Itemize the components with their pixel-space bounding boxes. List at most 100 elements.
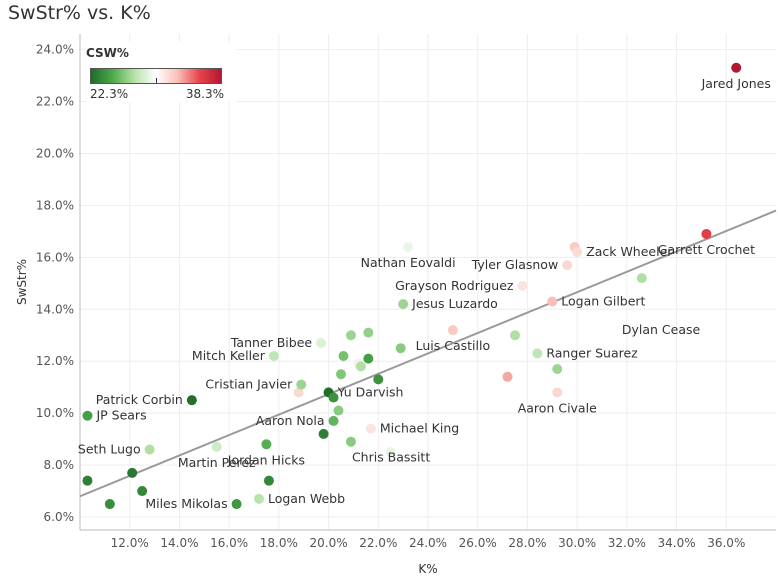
- point-label: Zack Wheeler: [586, 244, 673, 259]
- data-point[interactable]: [345, 436, 356, 447]
- point-label: Ranger Suarez: [546, 345, 638, 360]
- data-point[interactable]: [328, 392, 339, 403]
- x-tick-label: 20.0%: [310, 536, 348, 550]
- point-label: Yu Darvish: [337, 384, 404, 399]
- point-label: Michael King: [380, 421, 459, 436]
- point-label: Tanner Bibee: [230, 335, 313, 350]
- data-point[interactable]: [502, 371, 513, 382]
- y-tick-label: 24.0%: [36, 43, 74, 57]
- data-point[interactable]: [636, 273, 647, 284]
- data-point[interactable]: [318, 428, 329, 439]
- data-point[interactable]: [547, 296, 558, 307]
- x-tick-label: 28.0%: [508, 536, 546, 550]
- data-point[interactable]: [562, 260, 573, 271]
- data-point[interactable]: [338, 351, 349, 362]
- x-tick-label: 16.0%: [210, 536, 248, 550]
- data-point[interactable]: [363, 353, 374, 364]
- y-tick-label: 8.0%: [44, 458, 75, 472]
- chart-title: SwStr% vs. K%: [8, 2, 151, 24]
- point-label: Jesus Luzardo: [411, 296, 498, 311]
- data-point[interactable]: [316, 338, 327, 349]
- data-point[interactable]: [731, 62, 742, 73]
- x-tick-label: 22.0%: [359, 536, 397, 550]
- data-point[interactable]: [82, 475, 93, 486]
- x-tick-labels: 12.0% 14.0% 16.0% 18.0% 20.0% 22.0% 24.0% 26.0%…: [111, 536, 746, 550]
- point-label: Patrick Corbin: [96, 392, 183, 407]
- data-point[interactable]: [333, 405, 344, 416]
- point-labels: JP Sears Seth Lugo Patrick Corbin Martin Pe…: [78, 76, 771, 511]
- point-label: Logan Webb: [268, 491, 345, 506]
- point-label: Logan Gilbert: [561, 293, 645, 308]
- legend-midpoint-tick: [156, 78, 157, 83]
- data-point[interactable]: [137, 486, 148, 497]
- data-point[interactable]: [144, 444, 155, 455]
- data-point[interactable]: [395, 343, 406, 354]
- data-point[interactable]: [363, 327, 374, 338]
- y-axis-label: SwStr%: [15, 259, 29, 305]
- x-tick-label: 14.0%: [160, 536, 198, 550]
- data-point[interactable]: [345, 330, 356, 341]
- x-tick-label: 34.0%: [658, 536, 696, 550]
- data-point[interactable]: [398, 299, 409, 310]
- point-label: Luis Castillo: [416, 338, 491, 353]
- data-point[interactable]: [572, 247, 583, 258]
- data-point[interactable]: [263, 475, 274, 486]
- data-point[interactable]: [336, 369, 346, 380]
- data-point[interactable]: [261, 439, 272, 450]
- data-point[interactable]: [701, 228, 712, 239]
- legend-max-label: 38.3%: [185, 87, 224, 101]
- legend-gradient-bar: [90, 68, 222, 84]
- data-point[interactable]: [532, 348, 543, 359]
- data-point[interactable]: [510, 330, 520, 341]
- x-tick-label: 12.0%: [111, 536, 149, 550]
- data-point[interactable]: [552, 387, 563, 398]
- data-point[interactable]: [296, 379, 307, 390]
- y-tick-labels: 6.0% 8.0% 10.0% 12.0% 14.0% 16.0% 18.0% 20.0% 22…: [36, 43, 74, 524]
- x-axis-label: K%: [418, 562, 437, 576]
- x-tick-label: 30.0%: [558, 536, 596, 550]
- data-point[interactable]: [127, 467, 138, 478]
- data-point[interactable]: [186, 395, 197, 406]
- data-point[interactable]: [211, 441, 222, 452]
- data-point[interactable]: [268, 351, 279, 362]
- data-points: [82, 62, 742, 510]
- data-point[interactable]: [253, 493, 264, 504]
- y-tick-label: 22.0%: [36, 95, 74, 109]
- y-tick-label: 16.0%: [36, 250, 74, 264]
- x-tick-label: 26.0%: [459, 536, 497, 550]
- data-point[interactable]: [447, 325, 458, 336]
- color-legend[interactable]: CSW% 22.3% 38.3%: [86, 42, 236, 102]
- point-label: Garrett Crochet: [658, 242, 755, 257]
- point-label: Nathan Eovaldi: [361, 255, 456, 270]
- annotation-label: Dylan Cease: [622, 322, 701, 337]
- data-point[interactable]: [403, 241, 414, 252]
- point-label: Jordan Hicks: [227, 452, 305, 467]
- y-tick-label: 12.0%: [36, 354, 74, 368]
- data-point[interactable]: [328, 415, 339, 426]
- x-tick-label: 36.0%: [707, 536, 745, 550]
- data-point[interactable]: [552, 363, 563, 374]
- point-label: Martin Perez: [178, 455, 256, 470]
- point-label: Tyler Glasnow: [471, 257, 559, 272]
- point-label: Seth Lugo: [78, 441, 141, 456]
- x-tick-label: 18.0%: [260, 536, 298, 550]
- point-label: Chris Bassitt: [352, 450, 430, 465]
- y-tick-label: 20.0%: [36, 146, 74, 160]
- data-point[interactable]: [104, 499, 115, 510]
- point-label: Miles Mikolas: [145, 496, 227, 511]
- data-point[interactable]: [293, 387, 304, 398]
- data-point[interactable]: [373, 374, 384, 385]
- data-point[interactable]: [385, 447, 396, 458]
- data-point[interactable]: [82, 410, 93, 421]
- point-label: JP Sears: [95, 408, 146, 423]
- data-point[interactable]: [231, 499, 242, 510]
- data-point[interactable]: [355, 361, 366, 372]
- y-tick-label: 18.0%: [36, 198, 74, 212]
- trend-line: [79, 209, 777, 498]
- legend-title: CSW%: [86, 46, 129, 60]
- data-point[interactable]: [517, 280, 528, 291]
- y-tick-label: 10.0%: [36, 406, 74, 420]
- legend-min-label: 22.3%: [90, 87, 129, 101]
- y-tick-label: 14.0%: [36, 302, 74, 316]
- data-point[interactable]: [365, 423, 376, 434]
